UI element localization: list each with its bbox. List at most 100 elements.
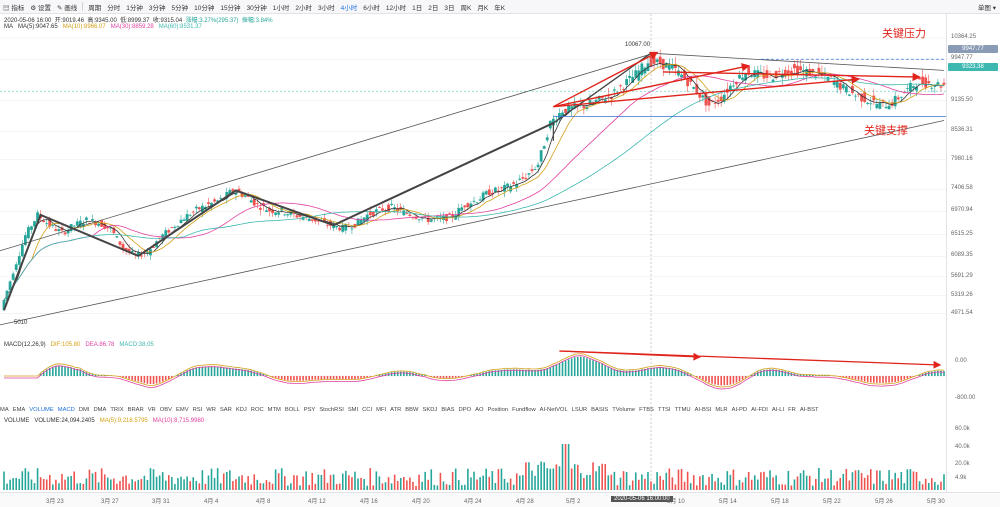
toolbar-item-18[interactable]: 2日 [425, 2, 441, 12]
indicator-tab-lsur[interactable]: LSUR [571, 407, 588, 413]
toolbar-item-17[interactable]: 1日 [409, 2, 425, 12]
indicator-tab-vr[interactable]: VR [147, 407, 156, 413]
toolbar-item-21[interactable]: 月K [474, 2, 491, 12]
toolbar-item-7[interactable]: 5分钟 [168, 2, 191, 12]
indicator-tab-ai-bsi[interactable]: AI-BSI [694, 407, 712, 413]
indicator-tab-ai-li[interactable]: AI-LI [771, 407, 785, 413]
indicator-tab-roc[interactable]: ROC [250, 407, 264, 413]
indicator-tab-mlr[interactable]: MLR [715, 407, 728, 413]
candle-body [249, 200, 253, 203]
indicator-tab-ttmu[interactable]: TTMU [674, 407, 691, 413]
indicator-tab-mfi[interactable]: MFI [376, 407, 387, 413]
indicator-tab-macd[interactable]: MACD [57, 407, 75, 413]
indicator-tab-ttsi[interactable]: TTSI [657, 407, 671, 413]
toolbar-item-9[interactable]: 15分钟 [217, 2, 243, 12]
indicator-tab-ftbs[interactable]: FTBS [639, 407, 654, 413]
toolbar-item-11[interactable]: 1小时 [270, 2, 293, 12]
toolbar-item-16[interactable]: 12小时 [383, 2, 409, 12]
candle-body [75, 221, 79, 226]
toolbar-item-8[interactable]: 10分钟 [191, 2, 217, 12]
price-chart[interactable] [0, 14, 946, 492]
indicator-tab-stochrsi[interactable]: StochRSI [319, 407, 344, 413]
indicator-tab-atr[interactable]: ATR [390, 407, 402, 413]
indicator-tab-brar[interactable]: BRAR [127, 407, 144, 413]
time-tick-label: 2020-05-06 16:00:00 [611, 496, 673, 502]
candle-body [735, 82, 738, 85]
candle-body [905, 88, 909, 89]
toolbar-item-5[interactable]: 1分钟 [123, 2, 146, 12]
indicator-tab-dmi[interactable]: DMI [78, 407, 90, 413]
price-tick-label: 9947.77 [951, 55, 973, 62]
toolbar-item-12[interactable]: 2小时 [292, 2, 315, 12]
dropdown-icon: ▾ [992, 5, 996, 12]
time-axis[interactable]: 3月 23 3月 27 3月 31 4月 4 4月 8 4月 12 4月 16 4月 20 4月… [0, 492, 1000, 507]
candle-body [713, 103, 717, 104]
indicator-tab-boll[interactable]: BOLL [284, 407, 300, 413]
indicator-tab-emv[interactable]: EMV [176, 407, 189, 413]
indicator-tab-ai-fdi[interactable]: AI-FDI [751, 407, 768, 413]
candle-body [387, 204, 390, 212]
toolbar-item-2[interactable]: ✎ 画线 [54, 2, 80, 12]
indicator-tab-cci[interactable]: CCI [362, 407, 373, 413]
toolbar-item-4[interactable]: 分时 [104, 2, 123, 12]
indicator-tab-dma[interactable]: DMA [93, 407, 107, 413]
indicator-tab-bbw[interactable]: BBW [405, 407, 419, 413]
candle-body [344, 224, 348, 231]
candle-body [139, 255, 143, 257]
indicator-tab-ai-bst[interactable]: AI-BST [799, 407, 819, 413]
toolbar-item-0[interactable]: ▤ 指标 [0, 2, 27, 12]
candle-body [316, 220, 320, 222]
indicator-tab-sar[interactable]: SAR [219, 407, 232, 413]
toolbar-item-14[interactable]: 4小时 [338, 2, 361, 12]
toolbar-item-15[interactable]: 6小时 [360, 2, 383, 12]
candle-body [408, 214, 412, 217]
indicator-tab-dpo[interactable]: DPO [458, 407, 472, 413]
price-tick-label: 10364.25 [951, 34, 977, 40]
indicator-tab-ema[interactable]: EMA [12, 407, 26, 413]
indicator-tab-obv[interactable]: OBV [159, 407, 172, 413]
indicator-tab-ma[interactable]: MA [0, 407, 9, 413]
indicator-tab-basis[interactable]: BASIS [591, 407, 609, 413]
toolbar-item-1[interactable]: ⚙ 设置 [27, 2, 54, 12]
ma-legend[interactable]: MA MA(5):9047.65 MA(10):8966.07 MA(30):8859… [4, 24, 202, 30]
indicator-tab-smi[interactable]: SMI [347, 407, 359, 413]
indicator-tab-rsi[interactable]: RSI [192, 407, 203, 413]
candle-body [381, 208, 384, 211]
indicator-tab-wr[interactable]: WR [206, 407, 216, 413]
indicator-tab-trix[interactable]: TRIX [110, 407, 124, 413]
macd-legend[interactable]: MACD(12,26,9) DIF:105.80 DEA:86.78 MACD:38.… [4, 342, 154, 348]
toolbar-item-20[interactable]: 周K [458, 2, 475, 12]
indicator-tab-volume[interactable]: VOLUME [29, 407, 54, 413]
indicator-tab-skdj[interactable]: SKDJ [422, 407, 438, 413]
indicator-tab-bias[interactable]: BIAS [441, 407, 455, 413]
toolbar-item-10[interactable]: 30分钟 [244, 2, 270, 12]
toolbar-item-19[interactable]: 3日 [441, 2, 457, 12]
indicator-tab-ai-netvol[interactable]: AI-NetVOL [539, 407, 568, 413]
candle-body [243, 195, 247, 197]
indicator-tab-fundflow[interactable]: Fundflow [512, 407, 536, 413]
indicator-tab-mtm[interactable]: MTM [267, 407, 281, 413]
candle-body [475, 202, 479, 204]
time-tick-label: 5月 14 [719, 499, 737, 505]
indicator-tab-kdj[interactable]: KDJ [235, 407, 247, 413]
price-axis[interactable]: 10364.25 9947.77 9135.50 8536.31 7980.16 7406… [946, 14, 1000, 492]
indicator-tab-ai-pd[interactable]: AI-PD [731, 407, 748, 413]
toolbar-item-6[interactable]: 3分钟 [146, 2, 169, 12]
indicator-tab-ao[interactable]: AO [475, 407, 484, 413]
candle-body [457, 207, 461, 217]
candle-body [811, 68, 815, 71]
volume-legend[interactable]: VOLUME VOLUME:24,094.2405 MA(5):9,218.5795… [4, 418, 204, 424]
price-tick-label: 5691.29 [951, 272, 973, 279]
vol-legend-item: MA(10):8,715.9980 [152, 418, 205, 424]
indicator-tab-psy[interactable]: PSY [303, 407, 316, 413]
candle-body [933, 86, 937, 87]
toolbar-item-3[interactable]: 周期 [85, 2, 104, 12]
time-tick-label: 3月 23 [46, 499, 64, 505]
layout-select[interactable]: 单图 ▾ [978, 2, 996, 12]
toolbar-item-22[interactable]: 年K [491, 2, 508, 12]
indicator-tab-fr[interactable]: FR [788, 407, 796, 413]
toolbar-item-13[interactable]: 3小时 [315, 2, 338, 12]
indicator-tab-tvolume[interactable]: TVolume [612, 407, 636, 413]
indicator-tab-position[interactable]: Position [487, 407, 509, 413]
candle-body [213, 199, 216, 202]
